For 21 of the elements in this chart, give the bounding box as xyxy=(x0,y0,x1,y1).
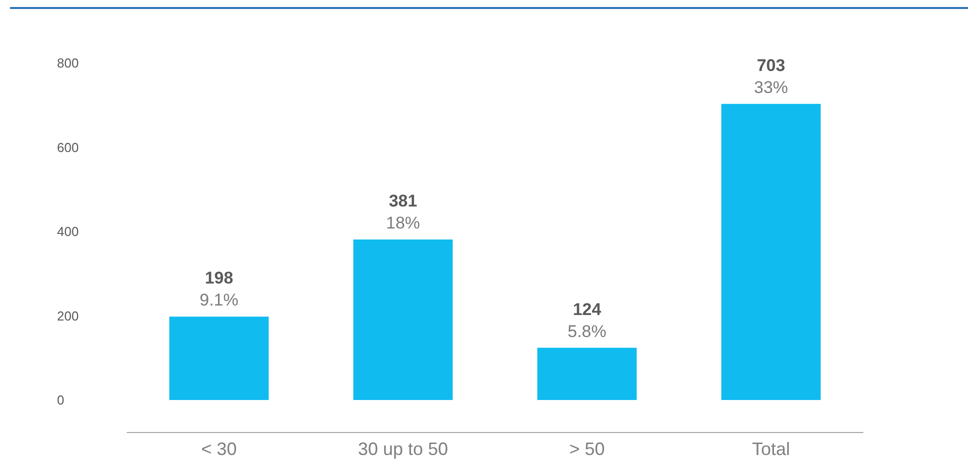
data-label: 381 xyxy=(388,192,418,211)
x-tick-label: < 30 xyxy=(201,439,237,459)
y-tick-label: 0 xyxy=(57,392,64,408)
data-label: 124 xyxy=(572,300,602,319)
x-tick-label: > 50 xyxy=(569,439,605,459)
data-label: 703 xyxy=(756,56,786,75)
y-tick-label: 600 xyxy=(57,140,79,155)
x-tick-label: 30 up to 50 xyxy=(358,439,448,459)
annotation: 18% xyxy=(386,214,420,233)
annotation: 5.8% xyxy=(568,322,606,341)
annotation: 9.1% xyxy=(200,290,238,310)
bar xyxy=(537,348,637,400)
bar xyxy=(353,240,453,400)
y-tick-label: 800 xyxy=(57,56,79,70)
y-tick-label: 400 xyxy=(57,224,79,239)
bar xyxy=(721,104,821,400)
data-label: 198 xyxy=(204,268,234,288)
annotation: 33% xyxy=(754,78,788,97)
x-tick-label: Total xyxy=(752,439,790,459)
y-tick-label: 200 xyxy=(57,308,79,324)
bar xyxy=(169,316,269,400)
